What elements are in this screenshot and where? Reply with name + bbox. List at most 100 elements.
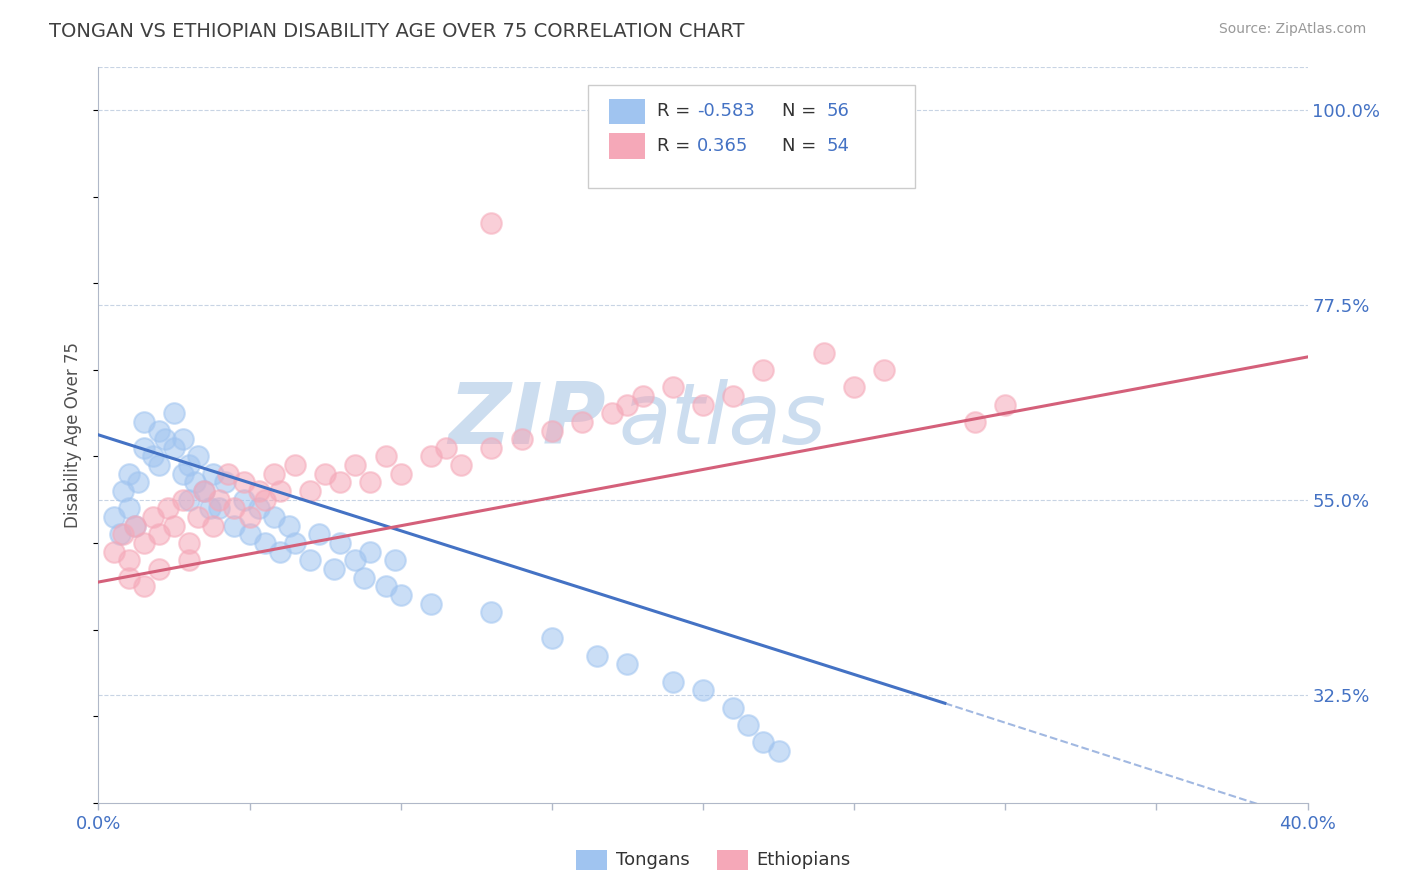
Text: 56: 56: [827, 102, 849, 120]
Point: [179, 458, 201, 472]
Point: [389, 588, 412, 602]
Point: [253, 492, 276, 507]
Point: [247, 501, 270, 516]
Point: [193, 484, 215, 499]
Point: [118, 571, 141, 585]
Point: [232, 492, 254, 507]
Point: [299, 553, 322, 567]
Point: [118, 553, 141, 567]
FancyBboxPatch shape: [609, 98, 645, 124]
Point: [163, 406, 186, 420]
Point: [193, 484, 215, 499]
Point: [103, 510, 125, 524]
Point: [239, 527, 262, 541]
Point: [208, 492, 231, 507]
Point: [661, 674, 683, 689]
Text: Tongans: Tongans: [616, 851, 689, 869]
Text: TONGAN VS ETHIOPIAN DISABILITY AGE OVER 75 CORRELATION CHART: TONGAN VS ETHIOPIAN DISABILITY AGE OVER …: [49, 22, 745, 41]
Point: [239, 510, 262, 524]
Point: [187, 510, 209, 524]
Point: [103, 545, 125, 559]
Point: [127, 475, 149, 490]
FancyBboxPatch shape: [609, 133, 645, 159]
Point: [384, 553, 406, 567]
Point: [737, 718, 759, 732]
Point: [602, 406, 624, 420]
Point: [540, 424, 562, 438]
Point: [434, 441, 457, 455]
Point: [132, 536, 155, 550]
Text: 0.365: 0.365: [697, 136, 748, 154]
Point: [224, 518, 246, 533]
Point: [124, 518, 146, 533]
Point: [208, 501, 231, 516]
Point: [299, 484, 322, 499]
Point: [172, 492, 194, 507]
Point: [148, 424, 170, 438]
Point: [965, 415, 987, 429]
Point: [263, 467, 285, 481]
Text: R =: R =: [657, 136, 702, 154]
Text: atlas: atlas: [619, 378, 827, 462]
Point: [224, 501, 246, 516]
Point: [118, 467, 141, 481]
FancyBboxPatch shape: [588, 86, 915, 188]
Point: [420, 597, 443, 611]
Point: [752, 735, 775, 749]
Point: [187, 450, 209, 464]
Point: [148, 562, 170, 576]
Point: [374, 579, 396, 593]
Point: [844, 380, 866, 394]
Point: [344, 458, 367, 472]
Point: [723, 700, 745, 714]
Point: [247, 484, 270, 499]
Point: [360, 545, 382, 559]
Point: [108, 527, 131, 541]
Text: N =: N =: [782, 102, 821, 120]
Point: [752, 363, 775, 377]
Point: [163, 441, 186, 455]
Point: [481, 216, 503, 230]
Point: [124, 518, 146, 533]
Point: [284, 536, 307, 550]
Point: [571, 415, 593, 429]
Point: [179, 492, 201, 507]
Point: [540, 632, 562, 646]
Point: [118, 501, 141, 516]
Point: [510, 432, 533, 446]
Point: [148, 458, 170, 472]
Point: [994, 398, 1017, 412]
Point: [269, 545, 291, 559]
Point: [217, 467, 239, 481]
Point: [616, 398, 638, 412]
Point: [389, 467, 412, 481]
Point: [111, 527, 134, 541]
Point: [202, 467, 225, 481]
Text: 54: 54: [827, 136, 849, 154]
Point: [132, 579, 155, 593]
Point: [253, 536, 276, 550]
Point: [132, 415, 155, 429]
Point: [263, 510, 285, 524]
Point: [132, 441, 155, 455]
Point: [308, 527, 330, 541]
Point: [450, 458, 472, 472]
Point: [323, 562, 346, 576]
Point: [179, 536, 201, 550]
Point: [723, 389, 745, 403]
Point: [148, 527, 170, 541]
Point: [163, 518, 186, 533]
Point: [353, 571, 375, 585]
Y-axis label: Disability Age Over 75: Disability Age Over 75: [65, 342, 83, 528]
Point: [156, 501, 179, 516]
Point: [420, 450, 443, 464]
Point: [172, 467, 194, 481]
Point: [277, 518, 299, 533]
Point: [481, 605, 503, 619]
Text: Source: ZipAtlas.com: Source: ZipAtlas.com: [1219, 22, 1367, 37]
Point: [184, 475, 207, 490]
Point: [202, 518, 225, 533]
Point: [214, 475, 236, 490]
Point: [692, 398, 714, 412]
Point: [329, 475, 352, 490]
